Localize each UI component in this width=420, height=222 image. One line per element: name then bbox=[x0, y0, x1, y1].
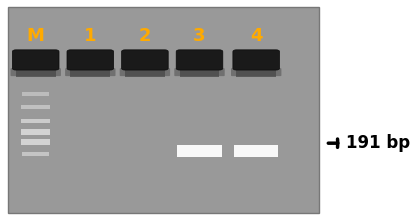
FancyBboxPatch shape bbox=[122, 50, 168, 70]
FancyBboxPatch shape bbox=[236, 66, 276, 77]
Text: M: M bbox=[27, 26, 45, 45]
FancyBboxPatch shape bbox=[234, 145, 278, 157]
FancyBboxPatch shape bbox=[233, 50, 280, 70]
FancyBboxPatch shape bbox=[21, 139, 50, 145]
Text: 3: 3 bbox=[193, 26, 206, 45]
FancyBboxPatch shape bbox=[21, 105, 50, 109]
FancyBboxPatch shape bbox=[231, 68, 281, 76]
Text: 1: 1 bbox=[84, 26, 97, 45]
Text: 4: 4 bbox=[250, 26, 262, 45]
FancyBboxPatch shape bbox=[176, 50, 223, 70]
FancyBboxPatch shape bbox=[8, 7, 319, 213]
FancyBboxPatch shape bbox=[180, 66, 220, 77]
FancyBboxPatch shape bbox=[13, 50, 59, 70]
FancyBboxPatch shape bbox=[71, 66, 110, 77]
FancyBboxPatch shape bbox=[67, 50, 113, 70]
FancyBboxPatch shape bbox=[120, 68, 170, 76]
FancyBboxPatch shape bbox=[10, 68, 61, 76]
FancyBboxPatch shape bbox=[22, 92, 50, 96]
FancyBboxPatch shape bbox=[174, 68, 225, 76]
FancyBboxPatch shape bbox=[21, 119, 50, 123]
FancyBboxPatch shape bbox=[125, 66, 165, 77]
FancyBboxPatch shape bbox=[21, 129, 50, 135]
FancyBboxPatch shape bbox=[65, 68, 116, 76]
Text: 191 bp: 191 bp bbox=[346, 134, 411, 152]
FancyBboxPatch shape bbox=[22, 152, 50, 156]
FancyBboxPatch shape bbox=[177, 145, 222, 157]
Text: 2: 2 bbox=[139, 26, 151, 45]
FancyBboxPatch shape bbox=[16, 66, 56, 77]
